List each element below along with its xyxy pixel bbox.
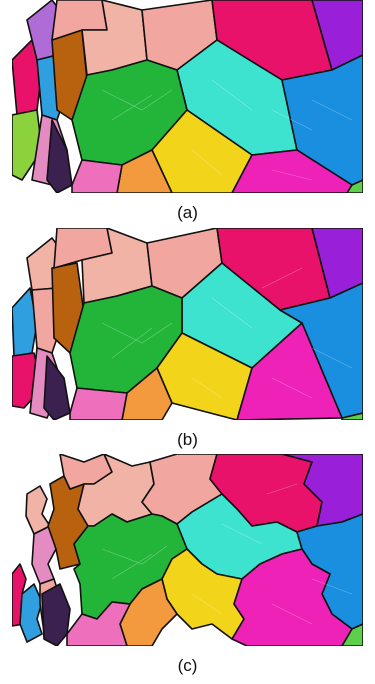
- cell-left-1: [12, 287, 38, 357]
- caption-c: (c): [177, 656, 198, 675]
- cell-purple-b: [311, 228, 363, 299]
- cell-lime-a: [346, 179, 363, 193]
- cell-pink-bottom-c: [66, 601, 131, 646]
- cell-pink-bottom-a: [71, 159, 123, 193]
- cell-left-6: [43, 355, 71, 420]
- cell-left-2: [25, 485, 51, 535]
- cell-lime-b: [341, 412, 363, 420]
- cell-pink-bottom-b: [69, 387, 128, 420]
- cell-left-3: [12, 109, 43, 181]
- voronoi-surface-b: [12, 228, 363, 420]
- caption-a: (a): [177, 203, 198, 222]
- cell-left-6: [46, 119, 73, 193]
- voronoi-surface-c: [12, 454, 363, 646]
- caption-b: (b): [177, 430, 198, 449]
- cell-left-3: [19, 583, 43, 643]
- cell-magenta-c: [231, 548, 353, 646]
- panel-b-voronoi-render: [12, 228, 363, 420]
- cell-lime-c: [341, 623, 363, 646]
- voronoi-surface-a: [12, 0, 363, 193]
- panel-c-voronoi-render: [12, 454, 363, 646]
- panel-a-voronoi-render: [12, 0, 363, 193]
- cell-purple-a: [311, 0, 363, 71]
